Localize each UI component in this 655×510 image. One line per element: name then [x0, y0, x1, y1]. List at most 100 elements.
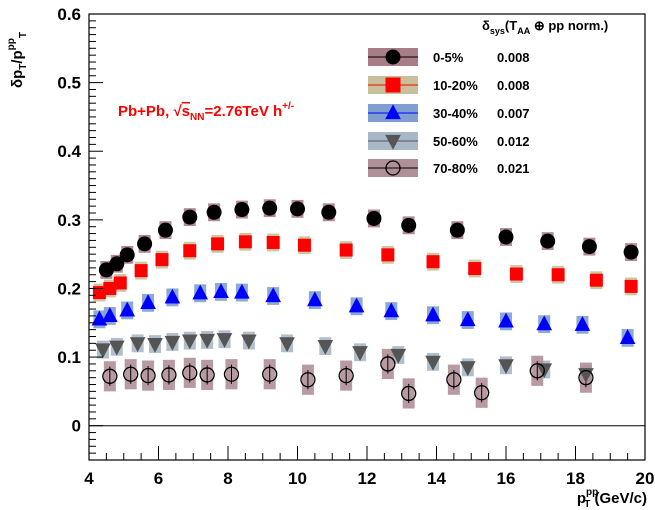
data-point: [449, 222, 465, 238]
data-point: [119, 301, 136, 317]
data-point: [317, 339, 334, 355]
data-point: [300, 372, 316, 388]
data-point: [574, 316, 591, 331]
legend-label: 30-40%: [433, 106, 478, 121]
data-point: [338, 367, 354, 384]
legend-sys-value: 0.021: [497, 161, 530, 176]
data-point: [290, 201, 305, 217]
data-point: [401, 385, 417, 402]
data-point: [459, 361, 476, 377]
data-point: [459, 311, 476, 327]
x-tick-label: 14: [427, 469, 446, 488]
data-point: [213, 283, 229, 298]
data-point: [474, 385, 490, 401]
data-point: [161, 367, 177, 383]
data-point: [216, 333, 233, 349]
data-point: [140, 294, 156, 309]
data-point: [623, 244, 639, 260]
data-point: [262, 366, 278, 382]
data-point: [137, 236, 153, 252]
data-point: [589, 273, 603, 287]
x-tick-label: 4: [84, 469, 94, 488]
data-point: [540, 233, 556, 249]
data-point: [352, 346, 368, 362]
data-point: [498, 312, 514, 328]
data-point: [425, 306, 441, 322]
data-point: [123, 366, 139, 382]
legend-sys-value: 0.012: [497, 134, 530, 149]
data-point: [241, 334, 257, 350]
data-point: [380, 356, 396, 372]
legend-label: 0-5%: [433, 50, 464, 65]
data-point: [102, 368, 118, 384]
data-point: [266, 235, 280, 249]
data-point: [551, 268, 565, 282]
data-point: [102, 307, 118, 323]
data-point: [297, 238, 311, 252]
x-tick-label: 12: [358, 469, 377, 488]
data-point: [498, 359, 514, 375]
data-point: [95, 343, 111, 359]
data-point: [183, 244, 197, 258]
data-point: [426, 255, 440, 269]
data-point: [108, 340, 125, 356]
data-point: [348, 297, 365, 313]
y-tick-label: 0.6: [57, 5, 81, 24]
data-point: [206, 204, 222, 220]
y-tick-label: 0.2: [57, 279, 81, 298]
data-point: [238, 235, 252, 249]
data-point: [307, 291, 323, 307]
legend-label: 50-60%: [433, 134, 478, 149]
data-point: [164, 335, 181, 351]
data-point: [385, 49, 401, 65]
y-tick-label: 0: [72, 417, 81, 436]
legend-sys-value: 0.008: [497, 50, 530, 65]
x-tick-label: 10: [288, 469, 307, 488]
data-point: [385, 77, 401, 93]
data-point: [578, 370, 594, 386]
legend-sys-value: 0.007: [497, 106, 530, 121]
y-tick-label: 0.1: [57, 348, 81, 367]
y-tick-label: 0.4: [57, 142, 81, 161]
data-point: [366, 210, 382, 226]
data-point: [223, 366, 240, 382]
x-tick-label: 6: [154, 469, 163, 488]
data-point: [624, 279, 638, 293]
data-point: [536, 315, 553, 331]
legend-label: 10-20%: [433, 78, 478, 93]
data-point: [265, 287, 282, 303]
data-point: [129, 337, 146, 353]
data-point: [425, 355, 441, 371]
data-point: [164, 288, 181, 304]
data-point: [581, 239, 597, 255]
data-point: [401, 217, 417, 233]
data-point: [109, 256, 125, 272]
data-markers: [91, 200, 639, 402]
data-point: [234, 202, 250, 218]
data-point: [446, 372, 462, 388]
data-point: [509, 267, 523, 281]
x-axis: 4 6 8 10 12 14 16 18 20: [84, 446, 654, 488]
y-tick-label: 0.5: [57, 74, 81, 93]
data-point: [113, 276, 127, 290]
data-point: [468, 262, 482, 276]
data-point: [262, 200, 278, 216]
data-point: [140, 367, 156, 384]
x-tick-label: 18: [566, 469, 585, 488]
data-point: [321, 204, 337, 220]
data-point: [119, 247, 135, 263]
data-point: [211, 237, 225, 251]
x-axis-label: ppp T (GeV/c): [577, 487, 647, 510]
x-tick-label: 20: [636, 469, 655, 488]
data-point: [498, 229, 514, 245]
data-point: [157, 222, 173, 238]
data-point: [199, 333, 215, 349]
data-point: [390, 348, 407, 364]
legend: 0-5% 0.008 10-20% 0.008 30-40% 0.007 50-60% 0.0…: [368, 48, 530, 177]
data-point: [182, 209, 198, 225]
data-point: [199, 367, 215, 383]
legend-sys-value: 0.008: [497, 78, 530, 93]
data-point: [619, 329, 636, 344]
